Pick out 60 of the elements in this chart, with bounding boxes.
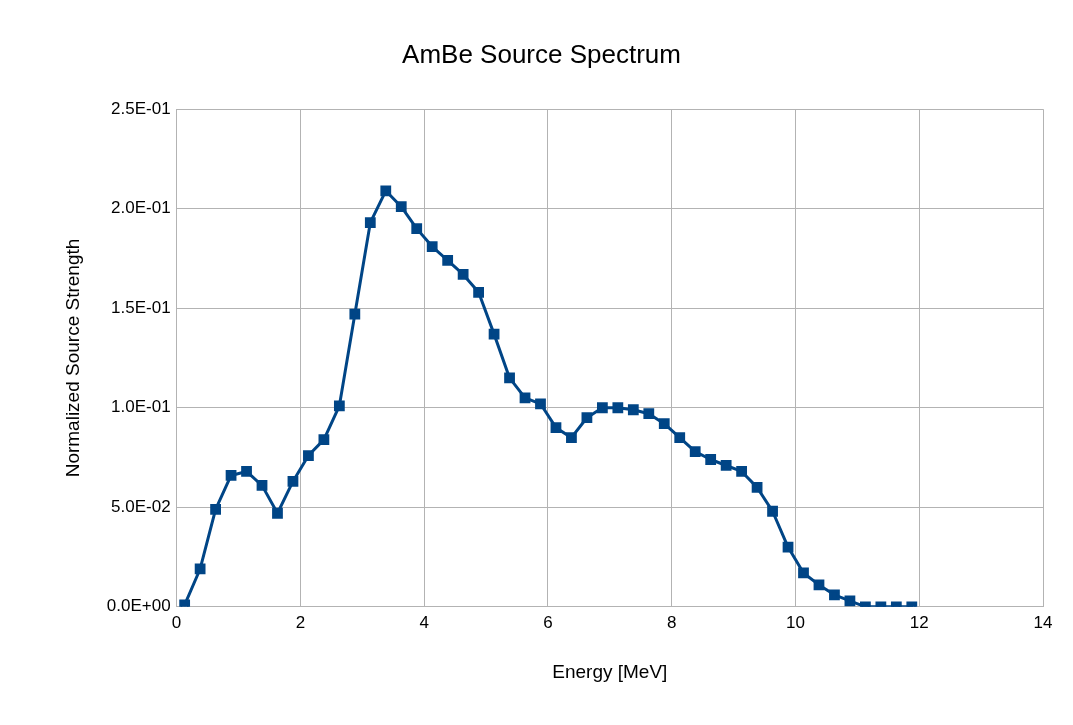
point (581, 412, 593, 424)
y-tick-label: 2.0E-01 (111, 198, 171, 218)
x-tick-label: 10 (786, 612, 805, 632)
point (303, 450, 314, 461)
point (395, 201, 407, 213)
y-tick-label: 1.5E-01 (111, 297, 171, 317)
point (767, 505, 778, 517)
point (380, 185, 392, 197)
x-axis-title: Energy [MeV] (552, 660, 668, 682)
y-tick-label: 1.0E-01 (111, 397, 171, 417)
point (829, 589, 840, 601)
point (256, 480, 268, 491)
point (643, 408, 655, 420)
point (488, 328, 500, 340)
point (519, 392, 531, 404)
point (272, 507, 283, 519)
x-tick-label: 8 (666, 612, 677, 632)
y-axis-title: Normalized Source Strength (61, 238, 83, 478)
point (751, 481, 763, 493)
point (287, 476, 299, 487)
point (457, 269, 469, 280)
y-tick-label: 0.0E+00 (106, 596, 171, 616)
chart-title: AmBe Source Spectrum (402, 38, 681, 69)
x-tick-label: 2 (295, 612, 306, 632)
point (473, 286, 484, 298)
point (813, 579, 825, 591)
point (349, 308, 361, 320)
point (550, 422, 562, 434)
x-tick-label: 6 (543, 612, 553, 632)
point (798, 567, 809, 579)
point (194, 563, 206, 575)
point (210, 503, 221, 515)
point (241, 466, 252, 477)
point (705, 454, 717, 465)
point (364, 217, 376, 229)
point (689, 446, 701, 457)
point (333, 400, 345, 412)
x-tick-label: 4 (419, 612, 429, 632)
point (504, 372, 515, 384)
point (318, 434, 330, 445)
point (225, 470, 237, 481)
point (658, 418, 670, 430)
point (596, 402, 608, 414)
x-tick-label: 14 (1033, 612, 1053, 632)
point (442, 255, 454, 266)
y-tick-label: 2.5E-01 (111, 98, 171, 118)
point (736, 466, 748, 477)
point (612, 402, 624, 414)
y-tick-label: 5.0E-02 (111, 496, 171, 516)
point (411, 223, 423, 235)
point (844, 595, 856, 607)
point (426, 241, 438, 252)
x-tick-label: 0 (171, 612, 182, 632)
point (674, 432, 686, 444)
point (782, 541, 794, 553)
point (720, 460, 732, 471)
point (566, 432, 577, 444)
point (627, 404, 639, 416)
point (535, 398, 546, 410)
x-tick-label: 12 (909, 612, 929, 632)
